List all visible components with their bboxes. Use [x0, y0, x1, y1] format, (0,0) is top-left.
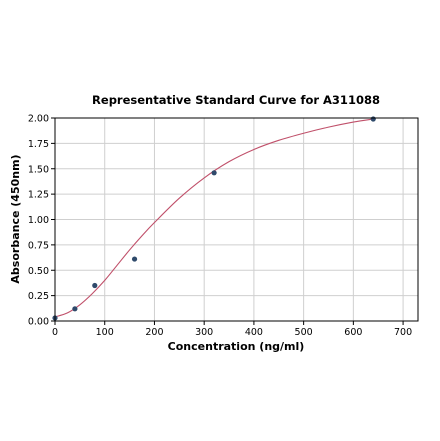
x-tick-label: 400: [245, 327, 263, 338]
grid-lines: [54, 117, 418, 322]
x-tick-label: 700: [394, 327, 412, 338]
x-tick-label: 500: [295, 327, 313, 338]
x-tick-label: 0: [52, 327, 58, 338]
data-point: [72, 306, 78, 312]
data-point: [211, 170, 217, 176]
x-axis-ticks: 0 100 200 300 400 500 600 700: [52, 321, 412, 338]
x-tick-label: 600: [344, 327, 362, 338]
y-tick-label: 1.50: [28, 164, 49, 175]
y-tick-label: 0.50: [28, 266, 49, 277]
chart-title: Representative Standard Curve for A31108…: [92, 93, 380, 107]
x-tick-label: 200: [145, 327, 163, 338]
x-tick-label: 100: [96, 327, 114, 338]
y-axis-ticks: 0.00 0.25 0.50 0.75 1.00 1.25 1.50 1.75 2.00: [28, 114, 55, 328]
y-tick-label: 1.25: [28, 190, 49, 201]
y-tick-label: 1.00: [28, 215, 49, 226]
fit-curve-layer: [54, 118, 374, 318]
y-tick-label: 0.75: [28, 240, 49, 251]
y-axis-label: Absorbance (450nm): [9, 154, 22, 283]
x-tick-label: 300: [195, 327, 213, 338]
data-point: [131, 256, 138, 262]
y-tick-label: 0.25: [28, 291, 49, 302]
y-tick-label: 2.00: [28, 114, 49, 125]
data-points-layer: [52, 116, 376, 321]
fit-curve-line: [54, 118, 374, 318]
y-tick-label: 1.75: [28, 139, 49, 150]
data-point: [370, 116, 376, 122]
y-tick-label: 0.00: [28, 317, 49, 328]
data-point: [92, 282, 98, 289]
x-axis-label: Concentration (ng/ml): [168, 340, 305, 353]
